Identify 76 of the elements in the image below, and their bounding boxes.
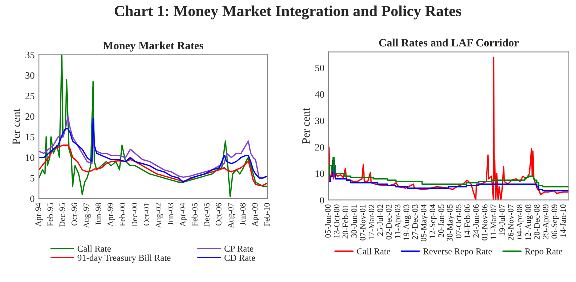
y-tick-label: 0 (320, 197, 324, 204)
x-tick-label: 06-Sep-09 (552, 204, 560, 239)
x-tick-label: 24-Jun-06 (473, 204, 480, 238)
chart-title: Chart 1: Money Market Integration and Policy Rates (114, 6, 462, 20)
legend-label: Repo Rate (525, 248, 562, 256)
x-tick-label: 14-Feb-06 (464, 204, 470, 238)
x-tick-label: 27-Dec-03 (412, 204, 418, 240)
x-tick-label: 04-Apr-08 (516, 204, 524, 240)
x-tick-label: 30-May-05 (447, 204, 455, 242)
x-tick-label: Apr-09 (252, 203, 260, 227)
x-tick-label: 07-Nov-01 (360, 204, 366, 241)
x-tick-label: Oct-96 (72, 203, 78, 226)
legend-label: CD Rate (224, 255, 256, 262)
legend-label: Reverse Repo Rate (423, 248, 492, 256)
y-axis-title: Per cent (12, 108, 20, 145)
x-tick-label: 01-Nov-06 (482, 204, 488, 241)
y-axis-title: Per cent (302, 108, 310, 144)
x-tick-label: Dec-05 (204, 203, 210, 228)
x-tick-label: Dec-95 (60, 203, 66, 228)
x-tick-label: Feb-95 (47, 203, 54, 226)
line-series (39, 144, 268, 186)
x-tick-label: Dec-00 (132, 203, 138, 228)
y-tick-label: 35 (26, 52, 35, 58)
y-tick-label: 30 (26, 72, 35, 80)
x-tick-label: 25-Jul-02 (377, 204, 384, 236)
y-tick-label: 25 (26, 93, 35, 100)
x-tick-label: Jun-08 (240, 203, 246, 226)
x-tick-label: 19-Jul-07 (499, 204, 506, 236)
x-tick-label: Feb-10 (264, 203, 270, 226)
x-tick-label: 20-Jan-05 (438, 204, 444, 238)
x-tick-label: Jun-98 (96, 203, 102, 226)
line-series (39, 54, 268, 198)
x-tick-label: 17-Mar-02 (368, 204, 375, 240)
x-tick-label: 20-Feb-01 (342, 204, 348, 239)
chart-subtitle: Money Market Rates (103, 42, 204, 52)
x-tick-label: 07-Oct-05 (456, 204, 462, 238)
legend-label: CP Rate (224, 246, 254, 252)
x-tick-label: 05-May-04 (421, 204, 428, 242)
x-tick-label: 02-Dec-02 (386, 204, 392, 240)
y-tick-label: 10 (26, 154, 35, 162)
y-tick-label: 30 (315, 118, 324, 124)
x-tick-label: Apr-94 (36, 203, 43, 227)
x-tick-label: 12-Sep-04 (430, 204, 438, 238)
x-tick-label: 11-Apr-03 (395, 204, 402, 238)
x-tick-label: Aug-07 (228, 203, 236, 228)
x-tick-label: Oct-06 (216, 203, 222, 226)
x-tick-label: 20-Dec-08 (534, 204, 540, 240)
y-tick-label: 15 (26, 134, 35, 141)
y-tick-label: 20 (315, 144, 324, 151)
x-tick-label: Aug-97 (84, 203, 92, 228)
x-tick-label: 30-Jun-01 (351, 204, 358, 238)
x-tick-label: Feb-05 (192, 203, 198, 226)
y-tick-label: 50 (316, 64, 324, 72)
x-tick-label: Aug-02 (156, 203, 164, 228)
y-tick-label: 5 (30, 175, 35, 182)
x-tick-label: 19-Aug-03 (404, 204, 412, 240)
x-tick-label: 14-Jan-10 (560, 204, 566, 237)
x-tick-label: 13-Oct-00 (334, 204, 340, 238)
x-tick-label: Oct-01 (144, 203, 150, 226)
x-tick-label: 26-Nov-07 (508, 204, 514, 241)
x-tick-label: Apr-99 (108, 203, 116, 227)
y-tick-label: 20 (26, 114, 35, 120)
y-tick-label: 40 (315, 91, 324, 98)
legend-label: Call Rate (78, 246, 112, 252)
x-tick-label: 29-Apr-09 (543, 204, 550, 240)
x-tick-label: Jun-03 (168, 203, 174, 226)
x-tick-label: 12-Aug-08 (526, 204, 533, 240)
y-tick-label: 10 (316, 170, 324, 178)
x-tick-label: 05-Jun-00 (325, 204, 331, 238)
x-tick-label: Feb-00 (120, 203, 126, 226)
legend-label: 91-day Treasury Bill Rate (78, 254, 171, 263)
chart-title: Call Rates and LAF Corridor (379, 38, 519, 47)
x-tick-label: 11-Mar-07 (490, 204, 496, 240)
x-tick-label: Apr-04 (180, 203, 188, 227)
y-tick-label: 0 (30, 196, 35, 202)
legend-label: Call Rate (357, 248, 390, 255)
